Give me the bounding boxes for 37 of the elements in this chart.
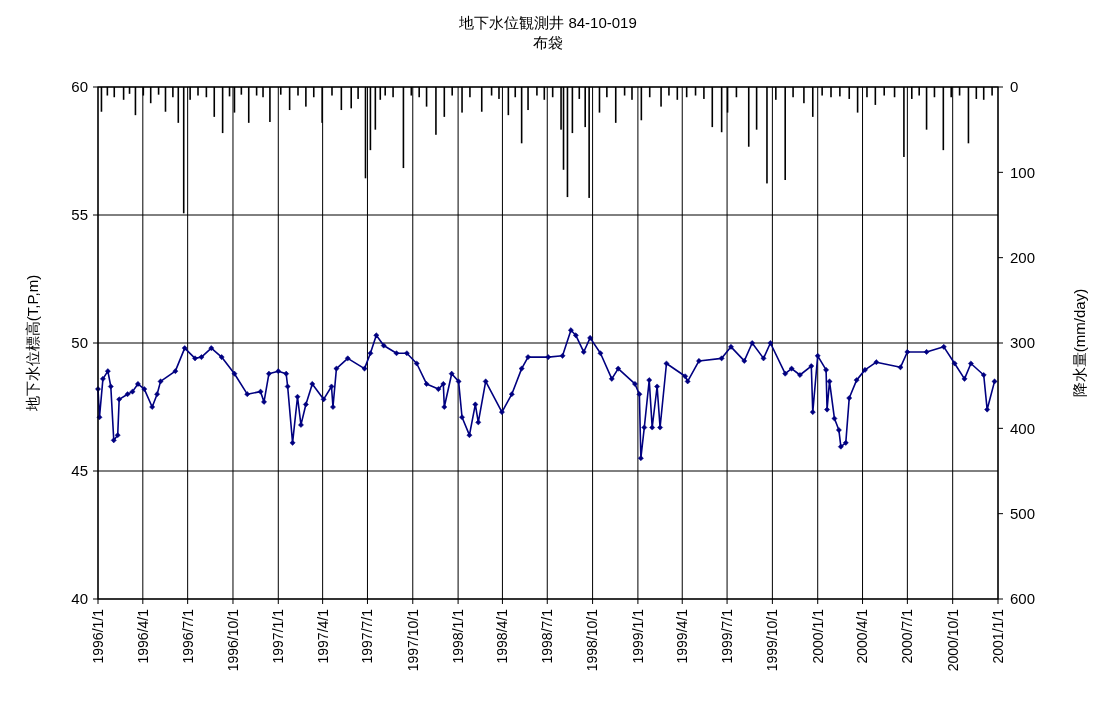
y-tick-label: 55 xyxy=(71,206,88,224)
y2-tick-label: 600 xyxy=(1010,590,1036,608)
x-tick-label: 2000/4/1 xyxy=(854,608,871,664)
y2-tick-label: 200 xyxy=(1010,248,1036,266)
x-tick-label: 1997/4/1 xyxy=(314,608,331,664)
x-tick-label: 1996/7/1 xyxy=(179,608,196,664)
x-tick-label: 1997/7/1 xyxy=(359,608,376,664)
y2-tick-label: 0 xyxy=(1010,78,1019,96)
y2-tick-label: 500 xyxy=(1010,504,1036,522)
x-tick-label: 2000/1/1 xyxy=(809,608,826,664)
y-tick-label: 60 xyxy=(71,78,88,96)
x-tick-label: 1998/4/1 xyxy=(494,608,511,664)
x-tick-label: 2000/10/1 xyxy=(944,608,961,672)
x-tick-label: 1999/1/1 xyxy=(629,608,646,664)
x-tick-label: 2000/7/1 xyxy=(899,608,916,664)
x-tick-label: 1998/7/1 xyxy=(539,608,556,664)
x-tick-label: 1999/4/1 xyxy=(674,608,691,664)
y2-tick-label: 300 xyxy=(1010,334,1036,352)
x-tick-label: 1998/10/1 xyxy=(584,608,601,672)
y-axis-title: 地下水位標高(T,P,m) xyxy=(24,274,41,413)
x-tick-label: 1996/4/1 xyxy=(134,608,151,664)
chart-subtitle: 布袋 xyxy=(533,34,563,51)
x-tick-label: 2001/1/1 xyxy=(989,608,1006,664)
x-tick-label: 1997/1/1 xyxy=(270,608,287,664)
x-tick-label: 1998/1/1 xyxy=(450,608,466,664)
y2-axis-title: 降水量(mm/day) xyxy=(1071,288,1088,398)
x-tick-label: 1999/10/1 xyxy=(764,608,781,672)
x-tick-label: 1996/1/1 xyxy=(89,608,106,664)
y-tick-label: 45 xyxy=(71,462,88,480)
x-tick-label: 1996/10/1 xyxy=(224,608,241,672)
y2-tick-label: 100 xyxy=(1010,163,1036,181)
y2-tick-label: 400 xyxy=(1010,419,1036,437)
x-tick-label: 1997/10/1 xyxy=(404,608,421,672)
x-tick-label: 1999/7/1 xyxy=(718,608,735,664)
chart-title: 地下水位観測井 84-10-019 xyxy=(458,14,637,31)
y-tick-label: 50 xyxy=(71,334,88,352)
y-tick-label: 40 xyxy=(71,590,88,608)
